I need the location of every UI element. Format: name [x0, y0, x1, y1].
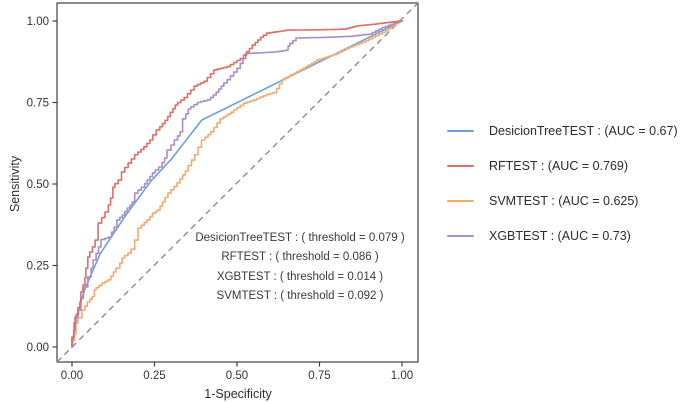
legend-item: SVMTEST : (AUC = 0.625)	[447, 189, 678, 212]
x-axis-title: 1-Specificity	[204, 387, 272, 401]
legend-line-swatch	[447, 164, 474, 167]
diagonal-reference-line	[56, 2, 419, 363]
x-tick-label: 0.25	[143, 370, 165, 382]
y-tick-label: 0.00	[27, 342, 49, 354]
y-tick-label: 0.50	[27, 179, 49, 191]
legend-label: DesicionTreeTEST : (AUC = 0.67)	[489, 123, 678, 138]
y-tick-label: 0.75	[27, 98, 49, 110]
legend-label: XGBTEST : (AUC = 0.73)	[489, 228, 631, 243]
y-tick-label: 0.25	[27, 261, 49, 273]
roc-plot-canvas: 0.00 0.25 0.50 0.75 1.00 0.00 0.25 0.50 0.75 1.00	[27, 2, 419, 382]
legend-label: RFTEST : (AUC = 0.769)	[489, 158, 629, 173]
legend-line-swatch	[447, 129, 474, 132]
legend-item: RFTEST : (AUC = 0.769)	[447, 154, 678, 177]
roc-curve-rftest	[71, 20, 403, 348]
threshold-annotation-line: DesicionTreeTEST : ( threshold = 0.079 )	[195, 232, 405, 244]
roc-curve-xgbtest	[71, 20, 403, 348]
x-tick-label: 0.00	[61, 370, 83, 382]
y-axis-title: Sensitivity	[8, 155, 22, 213]
y-tick-label: 1.00	[27, 16, 49, 28]
legend-item: DesicionTreeTEST : (AUC = 0.67)	[447, 119, 678, 142]
threshold-annotation-line: RFTEST : ( threshold = 0.086 )	[221, 251, 379, 264]
x-tick-label: 1.00	[391, 370, 413, 382]
legend-line-swatch	[447, 199, 474, 202]
legend: DesicionTreeTEST : (AUC = 0.67) RFTEST : …	[447, 119, 678, 259]
threshold-annotations: DesicionTreeTEST : ( threshold = 0.079 )…	[195, 229, 404, 307]
x-tick-label: 0.50	[226, 370, 248, 382]
legend-item: XGBTEST : (AUC = 0.73)	[447, 224, 678, 247]
threshold-annotation-line: XGBTEST : ( threshold = 0.014 )	[216, 270, 384, 283]
roc-curve-svmtest	[71, 20, 403, 348]
x-tick-label: 0.75	[308, 370, 330, 382]
threshold-annotation-line: SVMTEST : ( threshold = 0.092 )	[216, 290, 384, 303]
legend-line-swatch	[447, 234, 474, 237]
legend-label: SVMTEST : (AUC = 0.625)	[489, 193, 639, 208]
